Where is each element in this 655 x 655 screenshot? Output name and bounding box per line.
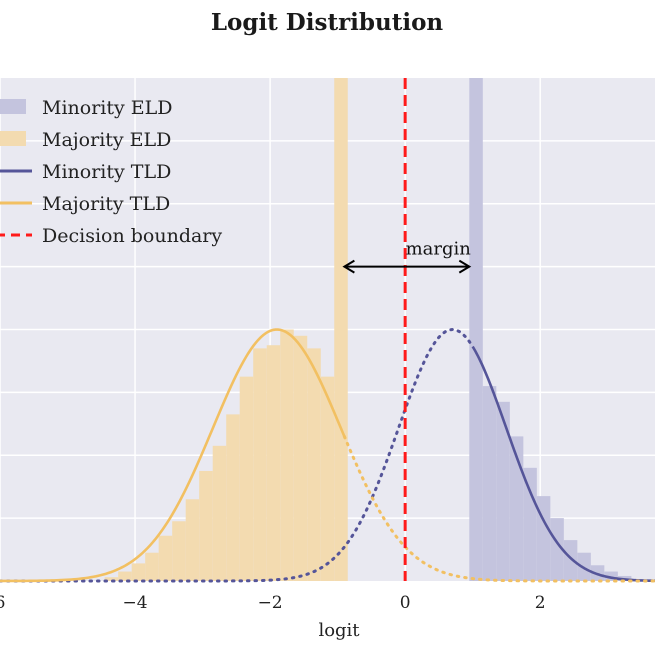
minority-eld-bar bbox=[536, 496, 551, 581]
majority-eld-bar bbox=[199, 470, 213, 581]
majority-eld-bar bbox=[212, 445, 227, 581]
margin-label: margin bbox=[406, 239, 472, 260]
majority-eld-bar bbox=[158, 535, 173, 581]
majority-eld-bar bbox=[293, 335, 308, 581]
x-tick-label: −2 bbox=[258, 593, 283, 613]
majority-eld-histogram bbox=[104, 78, 348, 581]
legend-label-majority-tld: Majority TLD bbox=[42, 193, 170, 215]
legend-label-decision-boundary: Decision boundary bbox=[42, 225, 222, 247]
x-tick-label: 0 bbox=[400, 593, 411, 613]
minority-eld-bar bbox=[469, 78, 483, 581]
tld-curves bbox=[0, 327, 655, 583]
minority-tld-dotted bbox=[0, 327, 475, 583]
legend-label-minority-tld: Minority TLD bbox=[42, 161, 171, 183]
majority-eld-bar bbox=[185, 499, 200, 581]
majority-eld-bar bbox=[172, 521, 186, 581]
majority-eld-bar bbox=[145, 552, 159, 581]
majority-eld-bar bbox=[131, 563, 146, 581]
majority-eld-bar bbox=[239, 376, 254, 581]
minority-eld-histogram bbox=[469, 78, 632, 581]
majority-eld-bar bbox=[253, 348, 267, 581]
majority-eld-bar bbox=[104, 577, 119, 581]
margin-arrow-right-head bbox=[458, 259, 472, 274]
minority-eld-bar bbox=[550, 518, 564, 581]
legend-label-majority-eld: Majority ELD bbox=[42, 129, 171, 151]
minority-eld-bar bbox=[604, 571, 618, 581]
legend: Minority ELD Majority ELD Minority TLD M… bbox=[0, 97, 222, 247]
chart-title: Logit Distribution bbox=[211, 9, 444, 36]
majority-tld-dotted bbox=[342, 434, 655, 583]
minority-eld-bar bbox=[482, 386, 497, 581]
majority-tld-line bbox=[0, 328, 346, 583]
minority-eld-bar bbox=[523, 467, 537, 581]
majority-eld-bar bbox=[266, 345, 281, 581]
minority-tld-line bbox=[471, 345, 655, 583]
majority-eld-bar bbox=[226, 414, 240, 581]
majority-eld-bar bbox=[320, 376, 335, 581]
margin-arrow-left-head bbox=[342, 259, 355, 274]
minority-eld-bar bbox=[509, 436, 524, 581]
minority-eld-bar bbox=[563, 540, 578, 581]
legend-swatch-minority-eld bbox=[0, 99, 26, 114]
x-axis-ticks: 6 −4 −2 0 2 bbox=[0, 593, 546, 613]
majority-eld-bar bbox=[334, 78, 348, 581]
majority-eld-bar bbox=[118, 571, 132, 581]
margin-annotation: margin bbox=[342, 239, 472, 274]
legend-swatch-majority-eld bbox=[0, 131, 26, 146]
x-tick-label: −4 bbox=[123, 593, 148, 613]
majority-eld-bar bbox=[307, 348, 321, 581]
x-tick-label: 6 bbox=[0, 593, 5, 613]
x-tick-label: 2 bbox=[535, 593, 546, 613]
minority-eld-bar bbox=[496, 401, 510, 581]
x-axis-label: logit bbox=[318, 620, 360, 641]
legend-label-minority-eld: Minority ELD bbox=[42, 97, 173, 119]
majority-eld-bar bbox=[280, 329, 294, 581]
